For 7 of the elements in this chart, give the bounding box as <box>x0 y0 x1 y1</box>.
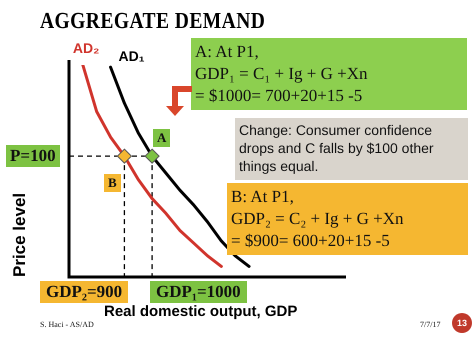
y-axis-title: Price level <box>10 192 30 277</box>
x-axis-title: Real domestic output, GDP <box>104 303 298 320</box>
text: 7/7/17 <box>420 320 440 329</box>
series-label: AD₂ <box>72 40 100 56</box>
chart-title: AGGREGATE DEMAND <box>40 8 266 34</box>
text: S. Haci - AS/AD <box>40 320 94 329</box>
series-label: AD₁ <box>118 48 145 64</box>
